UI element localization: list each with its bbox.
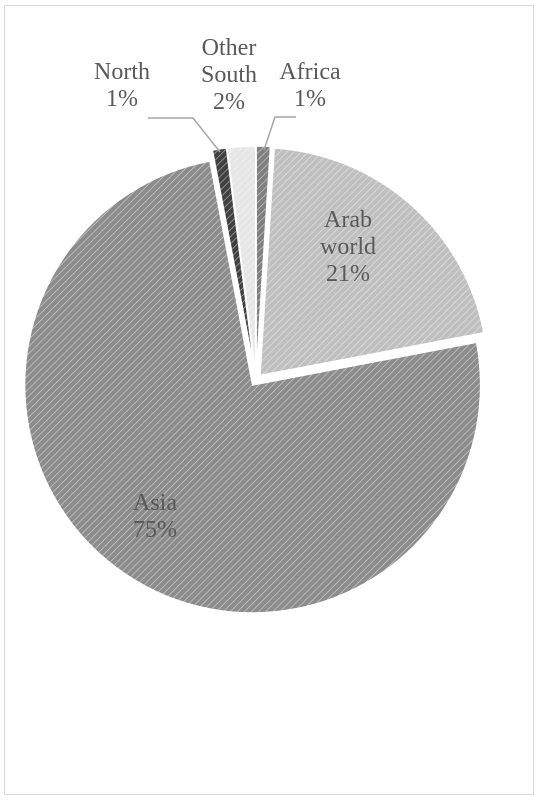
pie-slice-arab-world (259, 147, 485, 377)
leader-line-africa (263, 116, 296, 151)
data-label-arab-world: Arab world 21% (320, 207, 376, 287)
data-label-africa: Africa 1% (279, 59, 341, 112)
pie-slices (23, 145, 485, 614)
data-label-other-south: Other South 2% (201, 35, 257, 115)
leader-line-north (148, 117, 221, 153)
leader-lines (148, 116, 296, 153)
slice-labels: Africa 1% Arab world 21% Asia 75% North 1% Other S… (94, 35, 376, 543)
pie-slice-other-south (226, 145, 257, 375)
data-label-north: North 1% (94, 59, 150, 112)
data-label-asia: Asia 75% (133, 490, 177, 543)
pie-slice-africa (255, 145, 272, 375)
pie-slice-asia (23, 160, 482, 614)
